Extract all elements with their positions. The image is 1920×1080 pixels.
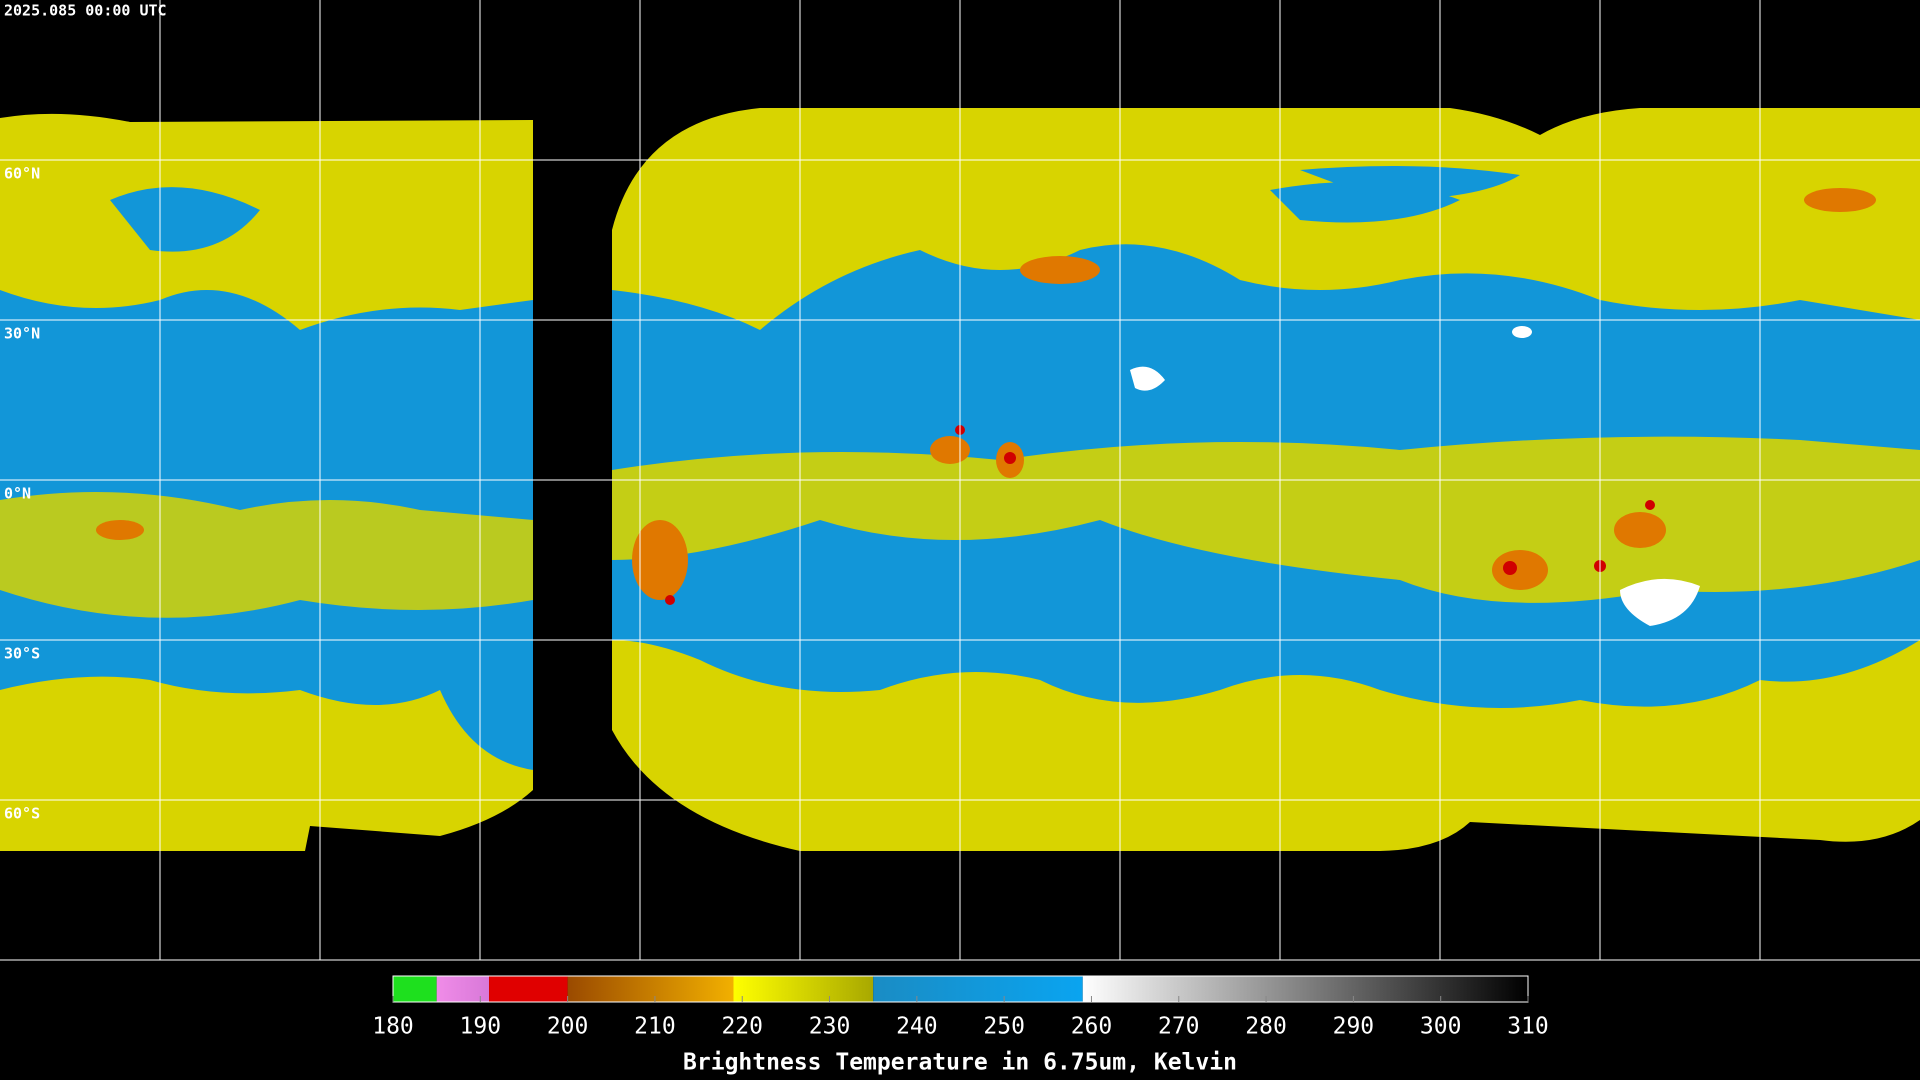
colorbar-tick-label: 230 — [809, 1014, 851, 1040]
colorbar-frame — [392, 975, 1529, 1003]
colorbar-tick-label: 270 — [1158, 1014, 1200, 1040]
colorbar-tick-label: 290 — [1333, 1014, 1375, 1040]
latitude-label: 0°N — [4, 485, 31, 503]
colorbar: 180 190 200 210 220 230 240 250 260 270 280 290 300 3… — [372, 975, 1549, 1040]
colorbar-segment — [1082, 976, 1528, 1002]
colorbar-tick-label: 300 — [1420, 1014, 1462, 1040]
colorbar-tick-label: 220 — [721, 1014, 763, 1040]
latitude-label: 30°S — [4, 645, 40, 663]
colorbar-tick-label: 240 — [896, 1014, 938, 1040]
colorbar-segment — [567, 976, 734, 1002]
colorbar-segment — [733, 976, 874, 1002]
colorbar-tick-label: 250 — [983, 1014, 1025, 1040]
latitude-label: 60°N — [4, 165, 40, 183]
colorbar-segment — [873, 976, 1083, 1002]
colorbar-tick-label: 190 — [460, 1014, 502, 1040]
latitude-labels: 60°N 30°N 0°N 30°S 60°S — [4, 165, 40, 823]
colorbar-segment — [489, 976, 568, 1002]
colorbar-segment — [393, 976, 437, 1002]
warm-surface — [1130, 326, 1700, 626]
graticule — [0, 0, 1920, 960]
colorbar-tick-label: 280 — [1245, 1014, 1287, 1040]
colorbar-tick-label: 210 — [634, 1014, 676, 1040]
cloud-cover — [612, 436, 1920, 603]
colorbar-tick-label: 200 — [547, 1014, 589, 1040]
convection — [96, 188, 1876, 600]
colorbar-segment — [436, 976, 490, 1002]
colorbar-tick-label: 310 — [1507, 1014, 1549, 1040]
timestamp: 2025.085 00:00 UTC — [4, 2, 167, 20]
dry-air — [110, 187, 260, 252]
colorbar-label: Brightness Temperature in 6.75um, Kelvin — [683, 1050, 1237, 1076]
dry-air — [1300, 166, 1520, 200]
colorbar-tick-label: 260 — [1071, 1014, 1113, 1040]
latitude-label: 30°N — [4, 325, 40, 343]
latitude-label: 60°S — [4, 805, 40, 823]
colorbar-tick-label: 180 — [372, 1014, 414, 1040]
